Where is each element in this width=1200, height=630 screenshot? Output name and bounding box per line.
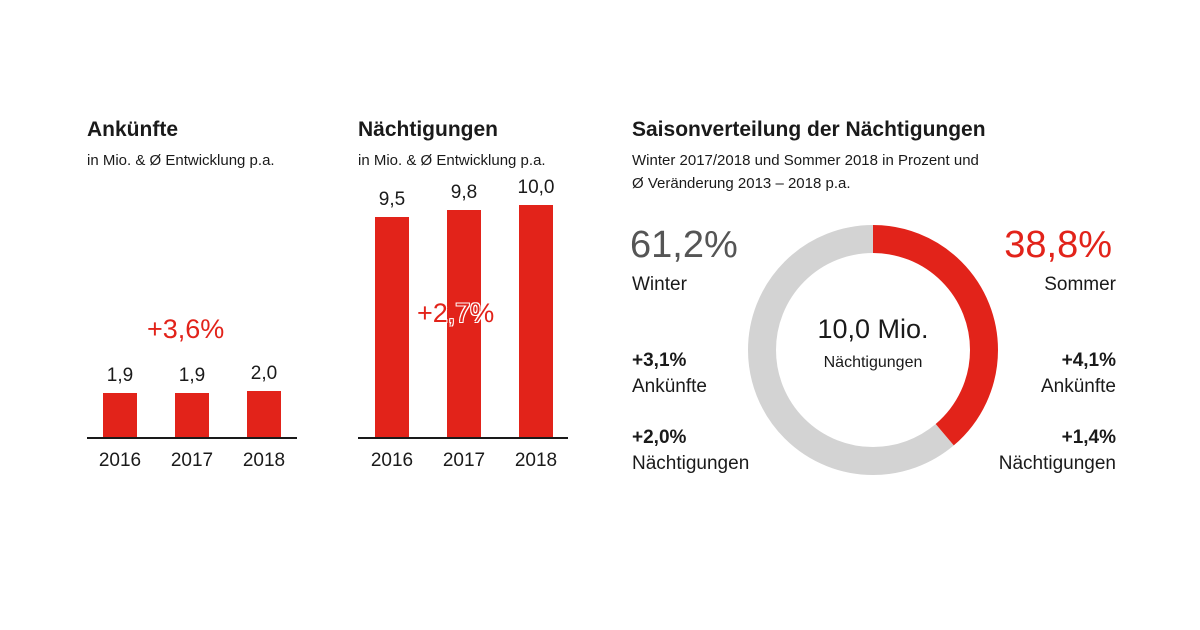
arrivals-growth: +3,6% — [147, 314, 225, 344]
arrivals-subtitle: in Mio. & Ø Entwicklung p.a. — [87, 152, 275, 169]
winter-nights-stat: +2,0% Nächtigungen — [632, 425, 749, 477]
winter-nights-change: +2,0% — [632, 427, 687, 448]
nights-value-label-2016: 9,5 — [378, 188, 406, 210]
donut-center-label: Nächtigungen — [823, 354, 923, 371]
arrivals-value-label-2018: 2,0 — [250, 362, 278, 384]
summer-nights-change: +1,4% — [1061, 427, 1116, 448]
donut-center-value: 10,0 Mio. — [817, 314, 929, 344]
nights-year-label-2018: 2018 — [514, 450, 558, 471]
summer-arrivals-label: Ankünfte — [1041, 376, 1116, 397]
arrivals-value-label-2016: 1,9 — [106, 364, 134, 386]
nights-value-label-2018: 10,0 — [517, 177, 555, 198]
nights-bar-2016 — [375, 216, 409, 437]
season-subtitle-line2: Ø Veränderung 2013 – 2018 p.a. — [632, 175, 851, 192]
summer-percent: 38,8% — [1004, 224, 1112, 266]
winter-percent: 61,2% — [630, 224, 738, 266]
arrivals-value-label-2017: 1,9 — [178, 364, 206, 386]
arrivals-bar-2017 — [175, 392, 209, 437]
nights-title: Nächtigungen — [358, 118, 498, 141]
arrivals-year-label-2016: 2016 — [98, 450, 142, 471]
arrivals-year-label-2017: 2017 — [170, 450, 214, 471]
season-subtitle-line1: Winter 2017/2018 und Sommer 2018 in Proz… — [632, 152, 979, 169]
summer-nights-stat: +1,4% Nächtigungen — [999, 425, 1116, 477]
summer-arrivals-stat: +4,1% Ankünfte — [1041, 348, 1116, 400]
arrivals-bar-2018 — [247, 390, 281, 437]
nights-year-label-2016: 2016 — [370, 450, 414, 471]
summer-label: Sommer — [1044, 274, 1116, 295]
season-title: Saisonverteilung der Nächtigungen — [632, 118, 986, 141]
nights-axis — [358, 437, 568, 439]
arrivals-axis — [87, 437, 297, 439]
winter-label: Winter — [632, 274, 687, 295]
nights-bar-2017 — [447, 209, 481, 437]
nights-subtitle: in Mio. & Ø Entwicklung p.a. — [358, 152, 546, 169]
winter-arrivals-change: +3,1% — [632, 350, 687, 371]
nights-bar-2018 — [519, 205, 553, 437]
arrivals-title: Ankünfte — [87, 118, 178, 141]
arrivals-bar-2016 — [103, 392, 137, 437]
donut-segment-summer — [748, 225, 998, 475]
arrivals-year-label-2018: 2018 — [242, 450, 286, 471]
season-donut-chart — [748, 225, 998, 475]
summer-nights-label: Nächtigungen — [998, 453, 1116, 474]
nights-value-label-2017: 9,8 — [450, 181, 478, 203]
winter-nights-label: Nächtigungen — [632, 453, 750, 474]
summer-arrivals-change: +4,1% — [1061, 350, 1116, 371]
winter-arrivals-label: Ankünfte — [632, 376, 707, 397]
winter-arrivals-stat: +3,1% Ankünfte — [632, 348, 707, 400]
nights-growth: +2,7% — [417, 298, 495, 328]
nights-year-label-2017: 2017 — [442, 450, 486, 471]
